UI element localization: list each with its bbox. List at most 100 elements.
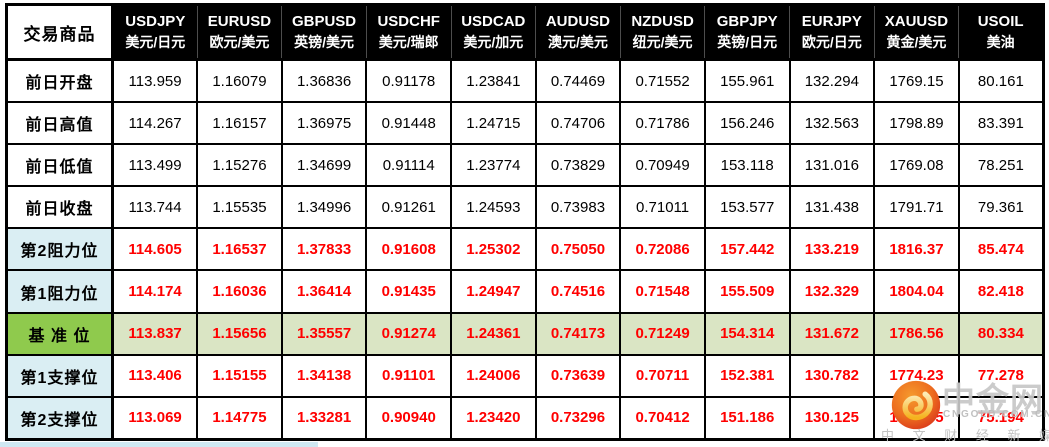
column-header-xauusd: XAUUSD 黄金/美元 (874, 4, 960, 61)
value-cell: 78.251 (957, 143, 1045, 188)
value-cell: 1.16157 (196, 101, 283, 146)
row-label: 第2支撑位 (5, 395, 114, 441)
value-cell: 1.14775 (196, 395, 283, 441)
pair-symbol: USOIL (977, 13, 1024, 31)
value-cell: 155.961 (703, 58, 791, 104)
table-row: 第1支撑位 113.406 1.15155 1.34138 0.91101 1.24006… (5, 353, 1045, 398)
value-cell: 0.91261 (365, 185, 452, 230)
value-cell: 1756.75 (873, 395, 960, 441)
value-cell: 154.314 (703, 311, 791, 356)
value-cell: 1.16537 (196, 227, 283, 272)
pair-symbol: USDCHF (377, 13, 440, 31)
value-cell: 0.70412 (619, 395, 706, 441)
row-label: 第2阻力位 (5, 227, 114, 272)
value-cell: 0.71249 (619, 311, 706, 356)
value-cell: 1.35557 (280, 311, 368, 356)
table-row: 基 准 位 113.837 1.15656 1.35557 0.91274 1.24361… (5, 311, 1045, 356)
value-cell: 80.334 (957, 311, 1045, 356)
value-cell: 0.71011 (619, 185, 706, 230)
column-header-gbpjpy: GBPJPY 英镑/日元 (704, 4, 790, 61)
value-cell: 132.563 (788, 101, 876, 146)
value-cell: 1.15276 (196, 143, 283, 188)
header-row: 交易商品 USDJPY 美元/日元 EURUSD 欧元/美元 GBPUSD 英镑/美元 USD… (6, 4, 1045, 61)
column-header-audusd: AUDUSD 澳元/美元 (535, 4, 621, 61)
value-cell: 1.15155 (196, 353, 283, 398)
value-cell: 1.16079 (196, 58, 283, 104)
value-cell: 0.74469 (534, 58, 622, 104)
value-cell: 113.959 (111, 58, 199, 104)
pair-symbol: NZDUSD (631, 13, 694, 31)
row-label: 第1支撑位 (5, 353, 114, 398)
forex-pivot-table: 交易商品 USDJPY 美元/日元 EURUSD 欧元/美元 GBPUSD 英镑/美元 USD… (5, 3, 1045, 441)
value-cell: 77.278 (957, 353, 1045, 398)
pair-symbol: USDJPY (125, 13, 186, 31)
pair-symbol: EURJPY (801, 13, 862, 31)
column-header-usdcad: USDCAD 美元/加元 (451, 4, 537, 61)
value-cell: 130.125 (788, 395, 876, 441)
value-cell: 0.91114 (365, 143, 452, 188)
column-header-nzdusd: NZDUSD 纽元/美元 (620, 4, 706, 61)
value-cell: 0.71552 (619, 58, 706, 104)
value-cell: 1.33281 (280, 395, 368, 441)
value-cell: 113.069 (111, 395, 199, 441)
value-cell: 0.91435 (365, 269, 452, 314)
value-cell: 82.418 (957, 269, 1045, 314)
value-cell: 0.70711 (619, 353, 706, 398)
table-row: 前日低值 113.499 1.15276 1.34699 0.91114 1.23774 0… (5, 143, 1045, 188)
value-cell: 0.90940 (365, 395, 452, 441)
value-cell: 132.294 (788, 58, 876, 104)
value-cell: 1.34699 (280, 143, 368, 188)
value-cell: 153.577 (703, 185, 791, 230)
value-cell: 1786.56 (873, 311, 960, 356)
table-row: 前日开盘 113.959 1.16079 1.36836 0.91178 1.23841 0… (5, 58, 1045, 104)
value-cell: 151.186 (703, 395, 791, 441)
pair-symbol: AUDUSD (545, 13, 611, 31)
value-cell: 1.15535 (196, 185, 283, 230)
value-cell: 0.70949 (619, 143, 706, 188)
pair-name: 英镑/日元 (717, 34, 778, 51)
table-row: 第2阻力位 114.605 1.16537 1.37833 0.91608 1.25302… (5, 227, 1045, 272)
value-cell: 75.194 (957, 395, 1045, 441)
value-cell: 0.72086 (619, 227, 706, 272)
value-cell: 132.329 (788, 269, 876, 314)
pair-symbol: GBPJPY (716, 13, 778, 31)
pair-name: 澳元/美元 (547, 34, 608, 51)
row-label: 前日收盘 (5, 185, 114, 230)
value-cell: 114.267 (111, 101, 199, 146)
value-cell: 0.71786 (619, 101, 706, 146)
value-cell: 0.91608 (365, 227, 452, 272)
value-cell: 1.37833 (280, 227, 368, 272)
value-cell: 0.75050 (534, 227, 622, 272)
table-row: 前日高值 114.267 1.16157 1.36975 0.91448 1.24715 0… (5, 101, 1045, 146)
table-header: 交易商品 USDJPY 美元/日元 EURUSD 欧元/美元 GBPUSD 英镑/美元 USD… (6, 4, 1045, 61)
value-cell: 1.36836 (280, 58, 368, 104)
value-cell: 1.23774 (450, 143, 537, 188)
value-cell: 1.34996 (280, 185, 368, 230)
pair-symbol: USDCAD (461, 13, 526, 31)
pair-name: 欧元/美元 (209, 34, 270, 51)
value-cell: 0.73296 (534, 395, 622, 441)
value-cell: 85.474 (957, 227, 1045, 272)
value-cell: 0.91178 (365, 58, 452, 104)
corner-header: 交易商品 (6, 4, 114, 61)
value-cell: 1.24593 (450, 185, 537, 230)
value-cell: 0.73983 (534, 185, 622, 230)
row-label: 基 准 位 (5, 311, 114, 356)
value-cell: 1.34138 (280, 353, 368, 398)
value-cell: 1.24715 (450, 101, 537, 146)
value-cell: 1769.15 (873, 58, 960, 104)
value-cell: 130.782 (788, 353, 876, 398)
value-cell: 113.406 (111, 353, 199, 398)
value-cell: 1.36414 (280, 269, 368, 314)
pair-name: 黄金/美元 (886, 34, 947, 51)
column-header-eurusd: EURUSD 欧元/美元 (197, 4, 283, 61)
value-cell: 113.744 (111, 185, 199, 230)
value-cell: 157.442 (703, 227, 791, 272)
value-cell: 1.23420 (450, 395, 537, 441)
value-cell: 0.91274 (365, 311, 452, 356)
column-header-usdjpy: USDJPY 美元/日元 (112, 4, 198, 61)
value-cell: 0.74173 (534, 311, 622, 356)
table-row: 前日收盘 113.744 1.15535 1.34996 0.91261 1.24593 0… (5, 185, 1045, 230)
value-cell: 80.161 (957, 58, 1045, 104)
